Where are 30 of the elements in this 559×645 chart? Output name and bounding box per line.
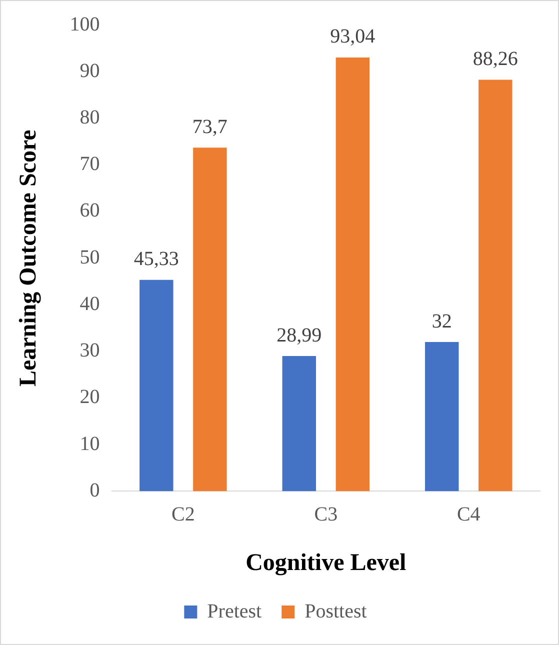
- x-tick-label: C3: [314, 503, 338, 526]
- data-label: 88,26: [472, 48, 518, 70]
- y-tick-label: 30: [80, 340, 100, 362]
- y-axis-title: Learning Outcome Score: [16, 129, 42, 387]
- x-tick-label: C4: [456, 503, 480, 526]
- y-tick-label: 0: [90, 479, 100, 502]
- y-tick-label: 100: [70, 13, 100, 36]
- y-tick-label: 70: [80, 153, 100, 176]
- bar: [425, 342, 459, 492]
- bar: [282, 356, 316, 492]
- y-tick-label: 90: [80, 60, 100, 82]
- bar: [140, 280, 174, 492]
- y-tick-label: 80: [80, 106, 100, 128]
- data-label: 93,04: [330, 26, 376, 48]
- x-tick-label: C2: [171, 503, 195, 526]
- data-label: 32: [432, 310, 452, 332]
- x-axis-title: Cognitive Level: [246, 550, 407, 576]
- data-label: 73,7: [192, 116, 228, 138]
- y-tick-label: 50: [80, 246, 100, 268]
- y-tick-label: 60: [80, 200, 100, 222]
- data-label: 45,33: [134, 248, 179, 270]
- bar: [336, 57, 370, 492]
- y-tick-label: 10: [80, 432, 100, 455]
- y-tick-label: 40: [80, 292, 100, 315]
- legend-label: Posttest: [304, 600, 368, 622]
- y-tick-label: 20: [80, 386, 100, 408]
- data-label: 28,99: [276, 324, 322, 346]
- bar: [193, 148, 227, 492]
- bar: [478, 80, 512, 492]
- legend-label: Pretest: [207, 600, 262, 622]
